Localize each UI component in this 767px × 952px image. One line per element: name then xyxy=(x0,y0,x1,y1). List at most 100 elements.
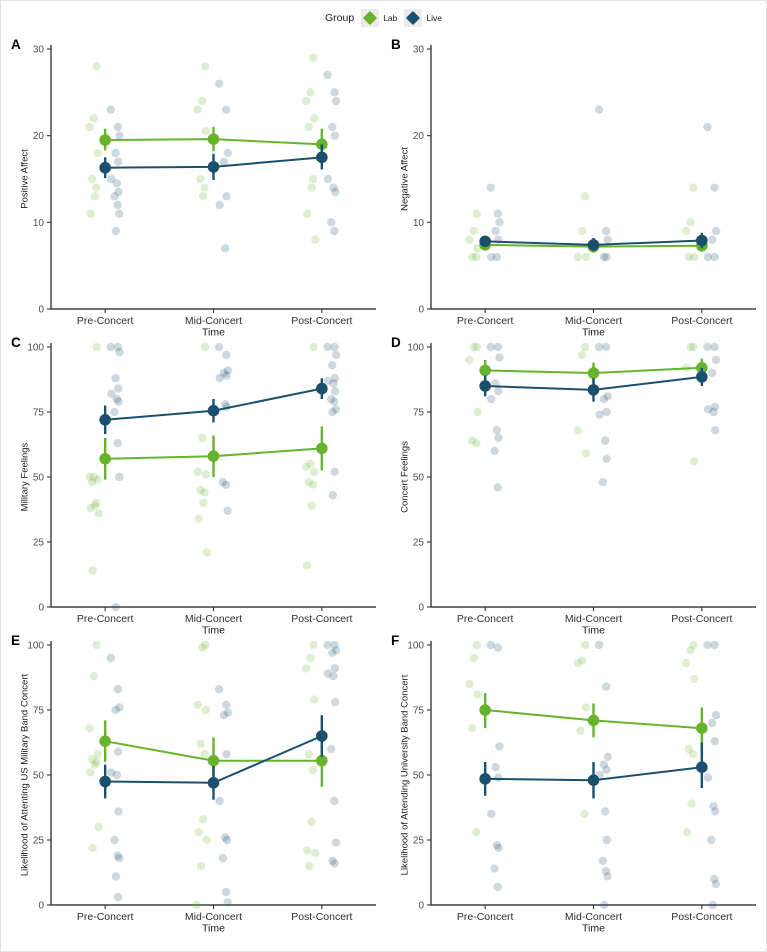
raw-data-point xyxy=(223,708,232,717)
raw-data-point xyxy=(114,397,123,406)
raw-data-point xyxy=(111,705,120,715)
raw-data-point xyxy=(329,379,338,388)
raw-data-point xyxy=(473,407,482,417)
raw-data-point xyxy=(703,640,712,650)
raw-data-point xyxy=(223,148,232,158)
raw-data-point xyxy=(218,478,228,487)
raw-data-point xyxy=(115,131,124,140)
raw-data-point xyxy=(493,342,503,352)
raw-data-point xyxy=(708,718,717,728)
raw-data-point xyxy=(328,361,337,370)
raw-data-point xyxy=(599,252,609,262)
raw-data-point xyxy=(198,643,207,652)
raw-data-point xyxy=(472,439,481,448)
svg-text:Pre-Concert: Pre-Concert xyxy=(457,613,514,625)
raw-data-point xyxy=(202,548,212,557)
raw-data-point xyxy=(703,122,712,132)
panel-b-negative-affect: B Negative Affect 0 10 20 30 Pre-Concert Mid-… xyxy=(391,37,764,337)
mean-point-live xyxy=(479,773,491,785)
raw-data-point xyxy=(85,122,94,132)
svg-text:75: 75 xyxy=(33,408,45,419)
raw-data-point xyxy=(85,724,94,733)
raw-data-point xyxy=(580,640,590,650)
raw-data-point xyxy=(115,209,124,218)
raw-data-point xyxy=(107,768,116,777)
raw-data-point xyxy=(330,187,340,197)
raw-data-point xyxy=(493,882,502,891)
raw-data-point xyxy=(710,183,719,192)
raw-data-point xyxy=(114,807,123,816)
raw-data-point xyxy=(92,757,101,767)
raw-data-point xyxy=(92,342,101,352)
mean-point-live xyxy=(479,380,491,392)
svg-text:Mid-Concert: Mid-Concert xyxy=(185,315,242,327)
raw-data-point xyxy=(323,342,332,352)
svg-text:25: 25 xyxy=(33,836,45,847)
legend-item-lab: Lab xyxy=(361,9,397,27)
raw-data-point xyxy=(94,822,103,832)
legend-label-lab: Lab xyxy=(383,13,398,23)
svg-text:Pre-Concert: Pre-Concert xyxy=(77,613,134,625)
raw-data-point xyxy=(214,342,224,352)
panel-letter-d: D xyxy=(391,335,401,350)
raw-data-point xyxy=(603,752,612,761)
raw-data-point xyxy=(709,407,718,417)
raw-data-point xyxy=(494,843,503,852)
raw-data-point xyxy=(200,183,209,192)
svg-text:Pre-Concert: Pre-Concert xyxy=(457,315,514,327)
raw-data-point xyxy=(708,368,717,378)
raw-data-point xyxy=(490,446,499,456)
raw-data-point xyxy=(85,472,94,482)
raw-data-point xyxy=(602,407,611,417)
raw-data-point xyxy=(330,342,339,352)
raw-data-point xyxy=(215,374,224,383)
raw-data-point xyxy=(307,183,316,192)
raw-data-point xyxy=(580,342,590,352)
raw-data-point xyxy=(469,226,479,236)
raw-data-point xyxy=(594,342,604,352)
raw-data-point xyxy=(323,376,333,385)
raw-data-point xyxy=(90,760,100,769)
raw-data-point xyxy=(486,342,495,352)
raw-data-point xyxy=(594,105,604,114)
raw-data-point xyxy=(581,449,591,458)
raw-data-point xyxy=(329,183,338,192)
raw-data-point xyxy=(215,200,224,210)
raw-data-point xyxy=(465,235,474,244)
raw-data-point xyxy=(309,53,318,62)
raw-data-point xyxy=(330,397,339,406)
svg-text:25: 25 xyxy=(413,836,425,847)
raw-data-point xyxy=(465,679,474,689)
raw-data-point xyxy=(601,807,610,816)
raw-data-point xyxy=(686,218,695,227)
svg-text:Mid-Concert: Mid-Concert xyxy=(185,613,242,625)
raw-data-point xyxy=(302,561,312,570)
raw-data-point xyxy=(493,483,502,492)
panel-letter-f: F xyxy=(391,633,400,648)
svg-text:0: 0 xyxy=(38,901,44,912)
raw-data-point xyxy=(594,640,604,650)
mean-point-live xyxy=(696,761,708,773)
raw-data-point xyxy=(595,410,604,419)
mean-point-live xyxy=(696,234,708,247)
raw-data-point xyxy=(684,252,694,262)
raw-data-point xyxy=(201,127,211,136)
raw-data-point xyxy=(602,226,611,236)
raw-data-point xyxy=(330,131,340,140)
raw-data-point xyxy=(223,506,232,515)
raw-data-point xyxy=(690,674,699,683)
raw-data-point xyxy=(709,802,718,811)
raw-data-point xyxy=(681,226,691,236)
raw-data-point xyxy=(330,387,340,396)
raw-data-point xyxy=(115,472,124,482)
raw-data-point xyxy=(707,835,716,845)
raw-data-point xyxy=(328,407,337,417)
panel-a-positive-affect: A Positive Affect 0 10 20 30 Pre-Concert Mid-… xyxy=(11,37,384,337)
mean-point-lab xyxy=(99,453,111,465)
raw-data-point xyxy=(199,815,208,824)
svg-text:Post-Concert: Post-Concert xyxy=(671,613,732,625)
legend: Group Lab Live xyxy=(1,9,766,27)
plot-area-f: 0 25 50 75 100 Pre-Concert Mid-Concert Post-Con… xyxy=(407,640,756,933)
raw-data-point xyxy=(302,209,312,218)
raw-data-point xyxy=(196,861,206,871)
